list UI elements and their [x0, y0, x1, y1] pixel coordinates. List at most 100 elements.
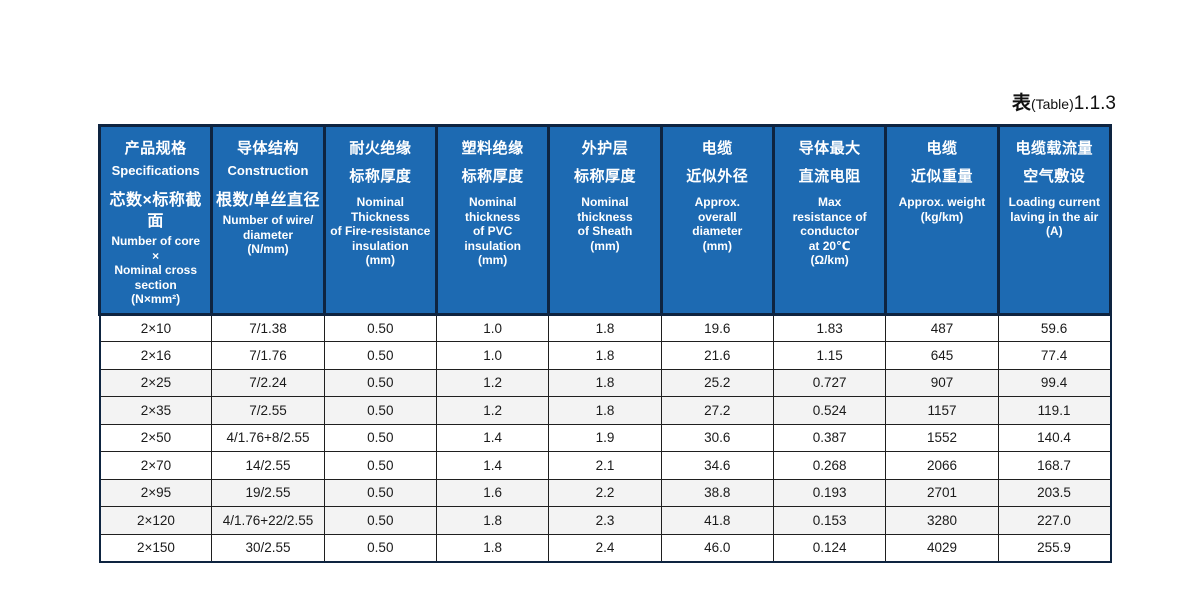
cell-r9-c9: 255.9: [997, 533, 1112, 562]
header-en-line: Nominal: [356, 195, 404, 209]
header-en-line: Number of core: [111, 234, 200, 248]
cell-r4-c4: 1.2: [435, 396, 550, 425]
table-row-7: 2×95 19/2.55 0.50 1.6 2.2 38.8 0.193 2701 203.5: [98, 478, 1112, 507]
header-cn2-line: 根数/单丝直径: [216, 192, 320, 209]
cell-r2-c6: 21.6: [660, 341, 774, 370]
cell-r2-c8: 645: [885, 341, 999, 370]
cell-r5-c6: 30.6: [660, 423, 774, 452]
table-row-8: 2×120 4/1.76+22/2.55 0.50 1.8 2.3 41.8 0.153 32…: [98, 506, 1112, 535]
cell-r1-c8: 487: [885, 313, 999, 342]
cell-r2-c9: 77.4: [997, 341, 1112, 370]
cell-r6-c3: 0.50: [323, 451, 437, 480]
cell-r7-c3: 0.50: [323, 478, 437, 507]
header-en-line: Approx. weight: [898, 195, 986, 209]
cell-r3-c4: 1.2: [435, 368, 550, 397]
cell-r8-c3: 0.50: [323, 506, 437, 535]
header-cn-line: 标称厚度: [461, 168, 524, 185]
cell-r8-c4: 1.8: [435, 506, 550, 535]
header-en-line: of PVC: [472, 224, 513, 238]
cell-r1-c4: 1.0: [435, 313, 550, 342]
header-cn-line: 近似外径: [686, 168, 749, 185]
header-cn-line: 产品规格: [124, 140, 187, 157]
cell-r7-c8: 2701: [885, 478, 999, 507]
header-en-line: Number of wire/: [222, 213, 314, 227]
header-en-line: laving in the air: [1010, 209, 1099, 224]
caption-number: 1.1.3: [1073, 93, 1116, 114]
cell-r6-c2: 14/2.55: [211, 451, 325, 480]
cell-r4-c6: 27.2: [660, 396, 774, 425]
table-row-3: 2×25 7/2.24 0.50 1.2 1.8 25.2 0.727 907 99.4: [98, 368, 1112, 397]
cell-r5-c2: 4/1.76+8/2.55: [211, 423, 325, 452]
cell-r6-c6: 34.6: [660, 451, 774, 480]
header-cn2-line: 芯数×标称截面: [109, 192, 202, 230]
cell-r2-c2: 7/1.76: [211, 341, 325, 370]
cell-r3-c9: 99.4: [997, 368, 1112, 397]
header-en-line: thickness: [464, 209, 521, 224]
header-row: 产品规格 Specifications 芯数×标称截面 Number of core ×…: [97, 124, 1113, 316]
cell-r4-c5: 1.8: [548, 396, 662, 425]
cell-r7-c5: 2.2: [548, 478, 662, 507]
header-en-line: (mm): [590, 238, 620, 253]
cell-r8-c8: 3280: [885, 506, 999, 535]
table-row-6: 2×70 14/2.55 0.50 1.4 2.1 34.6 0.268 2066 168.7: [98, 451, 1112, 480]
header-en-line: (N/mm): [247, 242, 289, 256]
header-en-line: (Ω/km): [810, 253, 849, 267]
cell-r3-c3: 0.50: [323, 368, 437, 397]
cell-r4-c7: 0.524: [772, 396, 887, 425]
cell-r3-c7: 0.727: [772, 368, 887, 397]
cell-r9-c3: 0.50: [323, 533, 437, 562]
cell-r1-c1: 2×10: [98, 313, 213, 342]
header-en-line: Approx.: [694, 195, 740, 209]
header-cn-line: 电缆: [926, 140, 958, 157]
cell-r1-c7: 1.83: [772, 313, 887, 342]
header-cn-line: 近似重量: [910, 168, 973, 185]
cell-r3-c5: 1.8: [548, 368, 662, 397]
col-header-4: 塑料绝缘 标称厚度 Nominal thickness of PVC insulation…: [434, 124, 551, 316]
cell-r7-c4: 1.6: [435, 478, 550, 507]
table-row-2: 2×16 7/1.76 0.50 1.0 1.8 21.6 1.15 645 77.4: [98, 341, 1112, 370]
cell-r2-c5: 1.8: [548, 341, 662, 370]
cell-r8-c2: 4/1.76+22/2.55: [211, 506, 325, 535]
cell-r7-c9: 203.5: [997, 478, 1112, 507]
col-header-5: 外护层 标称厚度 Nominal thickness of Sheath (mm): [547, 124, 663, 316]
cell-r2-c7: 1.15: [772, 341, 887, 370]
table-caption: 表(Table)1.1.3: [1012, 88, 1116, 115]
cell-r3-c1: 2×25: [98, 368, 213, 397]
cell-r9-c7: 0.124: [772, 533, 887, 562]
cell-r5-c8: 1552: [885, 423, 999, 452]
header-cn-line: 耐火绝缘: [349, 140, 412, 157]
cell-r4-c2: 7/2.55: [211, 396, 325, 425]
table-body: 2×10 7/1.38 0.50 1.0 1.8 19.6 1.83 487 59.6 2×16 7…: [98, 313, 1112, 562]
table-row-4: 2×35 7/2.55 0.50 1.2 1.8 27.2 0.524 1157 119.1: [98, 396, 1112, 425]
cell-r1-c2: 7/1.38: [211, 313, 325, 342]
header-cn-line: 空气敷设: [1023, 168, 1086, 185]
header-en-line: diameter: [242, 227, 293, 242]
cell-r6-c7: 0.268: [772, 451, 887, 480]
col-header-6: 电缆 近似外径 Approx. overall diameter (mm): [659, 124, 775, 316]
cell-r7-c7: 0.193: [772, 478, 887, 507]
table-row-9: 2×150 30/2.55 0.50 1.8 2.4 46.0 0.124 4029 255.9: [98, 533, 1112, 562]
table-row-5: 2×50 4/1.76+8/2.55 0.50 1.4 1.9 30.6 0.387 1552…: [98, 423, 1112, 452]
header-cn-line: 标称厚度: [349, 168, 412, 185]
header-en-line: at 20℃: [808, 238, 851, 253]
cell-r8-c7: 0.153: [772, 506, 887, 535]
header-cn-line: 导体最大: [798, 140, 861, 157]
cell-r2-c4: 1.0: [435, 341, 550, 370]
header-en-line: (mm): [477, 253, 508, 267]
cell-r3-c2: 7/2.24: [211, 368, 325, 397]
header-en-line: Nominal: [468, 195, 517, 209]
cell-r6-c9: 168.7: [997, 451, 1112, 480]
cell-r8-c6: 41.8: [660, 506, 774, 535]
cell-r6-c8: 2066: [885, 451, 999, 480]
header-en-line: Nominal: [581, 195, 629, 209]
header-en-line: conductor: [800, 224, 859, 238]
header-en-line: (mm): [702, 238, 732, 253]
cell-r6-c5: 2.1: [548, 451, 662, 480]
header-en-line: (mm): [365, 253, 395, 267]
cell-r6-c4: 1.4: [435, 451, 550, 480]
cell-r9-c5: 2.4: [548, 533, 662, 562]
cell-r5-c4: 1.4: [435, 423, 550, 452]
header-en-bold-line: Specifications: [111, 163, 200, 178]
cell-r9-c1: 2×150: [98, 533, 213, 562]
col-header-7: 导体最大 直流电阻 Max resistance of conductor at 20℃(…: [771, 124, 888, 316]
